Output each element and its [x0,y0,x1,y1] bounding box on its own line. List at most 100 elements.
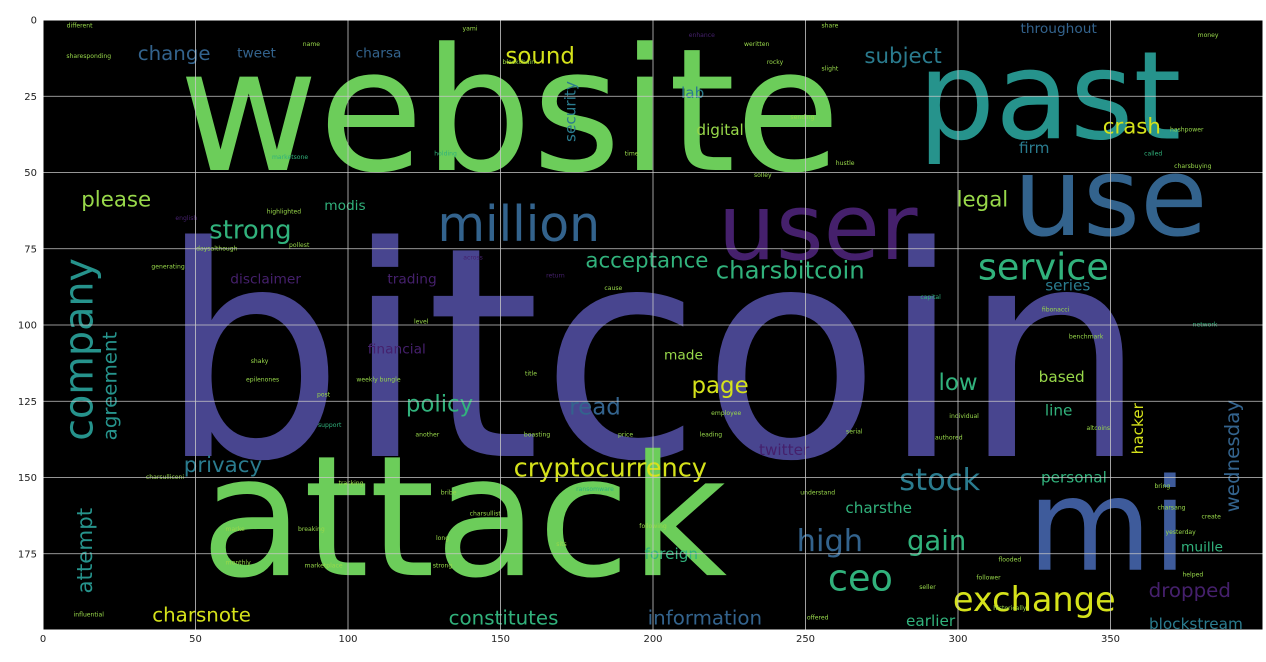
word-strong: strong [209,215,291,245]
word-offered: offered [807,614,829,621]
word-weritten: weritten [744,41,769,48]
word-holding: holding [434,151,457,158]
word-influential: influential [74,611,105,618]
y-tick-label: 125 [18,397,37,408]
word-boasting: boasting [524,431,550,438]
word-agreement: agreement [99,331,122,440]
word-lab: lab [681,84,704,102]
word-modis: modis [324,198,365,214]
y-tick-label: 0 [31,16,37,27]
word-financial: financial [368,341,426,357]
word-sharesponding: sharesponding [66,53,111,60]
x-tick-label: 350 [1101,634,1120,645]
word-price: price [618,431,633,438]
word-serial: serial [846,428,863,435]
word-read: read [569,394,621,420]
word-another: another [415,431,439,438]
word-cryptocurrency: cryptocurrency [514,453,707,483]
word-wednesday: wednesday [1221,400,1244,513]
word-ransomware: ransomware [576,486,614,493]
word-money: money [1198,32,1219,39]
word-stock: stock [899,463,980,498]
word-throughout: throughout [1020,21,1097,37]
plot-frame [42,19,1264,631]
word-based: based [1039,368,1085,386]
word-capital: capital [920,294,941,301]
word-fibonacci: fibonacci [1042,306,1070,313]
word-sits: sits [556,541,566,548]
word-service: service [978,246,1109,289]
word-shaky: shaky [251,358,269,365]
word-marketplace: marketplace [305,562,343,569]
word-muille: muille [1181,540,1223,556]
word-constitutes: constitutes [449,606,559,629]
word-bribe: bribe [441,489,457,496]
word-follower: follower [976,575,1001,582]
word-tracking: tracking [339,480,364,487]
word-sending: sending [790,114,814,121]
x-tick-label: 0 [40,634,46,645]
word-called: called [1144,151,1162,158]
word-different: different [67,23,93,30]
word-pollest: pollest [289,242,310,249]
word-long: long [436,535,449,542]
word-monthly: monthly [226,559,251,566]
word-crash: crash [1103,114,1161,139]
word-tweet: tweet [237,46,276,62]
word-leading: leading [700,431,723,438]
word-exchange: exchange [953,580,1116,619]
x-tick-label: 200 [643,634,662,645]
word-firm: firm [1019,139,1049,157]
word-policy: policy [406,391,473,417]
word-weekly-bungle: weekly bungle [356,376,400,383]
x-tick-label: 150 [491,634,510,645]
word-epilenones: epilenones [246,376,279,383]
word-english: english [175,215,197,222]
y-tick-label: 75 [24,244,37,255]
word-cause: cause [604,285,622,292]
word-trading: trading [387,271,436,287]
word-page: page [692,373,749,399]
word-website: website [179,12,841,211]
word-security: security [562,81,580,142]
word-charsbitcoin: charsbitcoin [716,256,865,285]
word-attack: attack [201,419,728,615]
word-name: name [303,41,321,48]
y-tick-label: 50 [24,168,37,179]
word-charsullist: charsullist [470,511,502,518]
word-highlighted: highlighted [267,209,302,216]
word-digital: digital [696,121,743,139]
word-breaking: breaking [298,526,325,533]
word-rocky: rocky [767,59,784,66]
plot-area: bitcoinwebsiteattackpastusemiusermillion… [42,12,1264,633]
word-subject: subject [864,44,941,69]
word-charsang: charsang [1157,505,1185,512]
word-acceptance: acceptance [585,248,708,273]
x-tick-label: 50 [189,634,202,645]
word-line: line [1045,401,1073,419]
word-charsnote: charsnote [152,603,251,626]
word-create: create [1201,514,1221,521]
word-share: share [821,23,838,30]
word-high: high [797,524,864,559]
y-tick-label: 25 [24,92,37,103]
word-post: post [317,392,331,399]
grid-layer [42,19,1263,630]
y-tick-label: 150 [18,473,37,484]
x-axis: 0 50 100 150 200 250 300 350 [40,634,1120,645]
word-slight: slight [822,65,839,72]
word-flooded: flooded [998,556,1021,563]
word-support: support [318,422,342,429]
word-marke: marke [226,526,245,533]
word-earlier: earlier [906,612,956,630]
word-hashpower: hashpower [1170,126,1204,133]
x-tick-label: 250 [796,634,815,645]
word-blockstream: blockstream [1149,615,1243,633]
word-title: title [525,370,537,377]
word-authored: authored [935,434,963,441]
word-altcoins: altcoins [1086,425,1110,432]
word-employee: employee [711,410,741,417]
word-made: made [664,348,703,364]
word-return: return [546,273,565,280]
